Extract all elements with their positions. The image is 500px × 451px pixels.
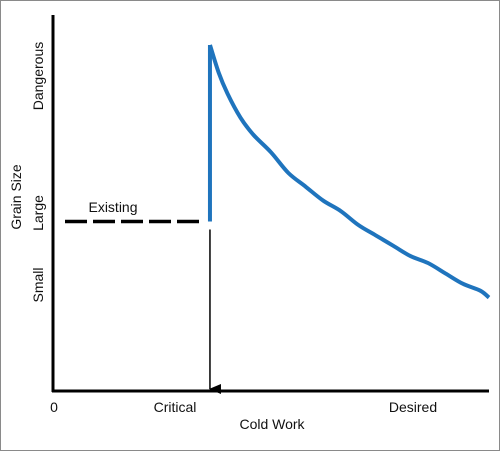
x-tick-desired: Desired bbox=[389, 399, 437, 415]
grain-size-curve bbox=[208, 44, 491, 300]
existing-annotation: Existing bbox=[88, 199, 137, 215]
x-tick-zero: 0 bbox=[50, 399, 58, 415]
x-tick-critical: Critical bbox=[154, 399, 197, 415]
y-tick-large: Large bbox=[30, 195, 46, 231]
y-tick-dangerous: Dangerous bbox=[30, 42, 46, 111]
y-axis-label: Grain Size bbox=[8, 164, 24, 230]
y-tick-small: Small bbox=[30, 267, 46, 302]
x-axis-label: Cold Work bbox=[239, 416, 305, 432]
